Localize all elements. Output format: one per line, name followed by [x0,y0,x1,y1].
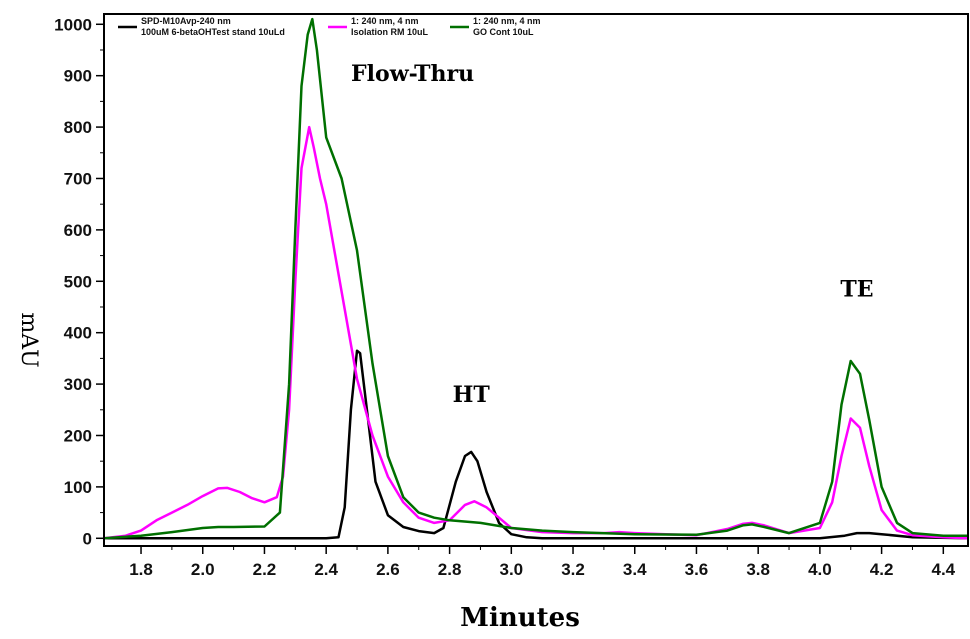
x-tick-label: 3.0 [499,560,523,579]
y-tick-label: 900 [64,67,92,86]
series-line-1 [104,349,968,540]
legend-entry-2: 1: 240 nm, 4 nm Isolation RM 10uL [328,16,429,37]
plot-frame [103,13,969,547]
peak-annotation: Flow-Thru [351,61,474,87]
x-axis: 1.8 2.0 2.2 2.4 2.6 2.8 3.0 3.2 3.4 3.6 3.8 4.0 4.2 4… [129,546,956,579]
x-tick-label: 4.2 [870,560,894,579]
y-tick-label: 800 [64,118,92,137]
y-tick-label: 100 [64,478,92,497]
y-tick-label: 700 [64,169,92,188]
y-axis: 0 100 200 300 400 500 600 700 800 900 1000 [54,15,104,548]
legend-sublabel-2: Isolation RM 10uL [351,27,429,37]
legend-sublabel-1: 100uM 6-betaOHTest stand 10uLd [141,27,285,37]
peak-annotation: HT [453,382,491,408]
x-tick-label: 1.8 [129,560,153,579]
series-layer [104,17,968,540]
legend: SPD-M10Avp-240 nm 100uM 6-betaOHTest sta… [118,16,541,37]
x-tick-label: 3.8 [746,560,770,579]
y-tick-label: 400 [64,324,92,343]
annotations: Flow-Thru HT TE [351,61,873,408]
x-axis-title: Minutes [460,603,580,633]
x-tick-label: 2.4 [314,560,338,579]
legend-label-1: SPD-M10Avp-240 nm [141,16,231,26]
x-tick-label: 4.0 [808,560,832,579]
x-tick-label: 2.0 [191,560,215,579]
x-tick-label: 3.2 [561,560,585,579]
x-tick-label: 2.6 [376,560,400,579]
x-tick-label: 3.6 [685,560,709,579]
x-tick-label: 4.4 [931,560,955,579]
legend-entry-1: SPD-M10Avp-240 nm 100uM 6-betaOHTest sta… [118,16,285,37]
x-tick-label: 2.8 [438,560,462,579]
y-tick-label: 1000 [54,15,92,34]
series-line-2 [104,125,968,540]
legend-sublabel-3: GO Cont 10uL [473,27,534,37]
legend-entry-3: 1: 240 nm, 4 nm GO Cont 10uL [450,16,541,37]
y-tick-label: 500 [64,272,92,291]
y-tick-label: 300 [64,375,92,394]
y-tick-label: 0 [83,529,92,548]
series-line-3 [104,17,968,540]
x-tick-label: 2.2 [253,560,277,579]
y-tick-label: 600 [64,221,92,240]
x-tick-label: 3.4 [623,560,647,579]
peak-annotation: TE [840,277,873,303]
legend-label-3: 1: 240 nm, 4 nm [473,16,541,26]
legend-label-2: 1: 240 nm, 4 nm [351,16,419,26]
y-axis-title: mAU [16,312,41,367]
y-tick-label: 200 [64,426,92,445]
